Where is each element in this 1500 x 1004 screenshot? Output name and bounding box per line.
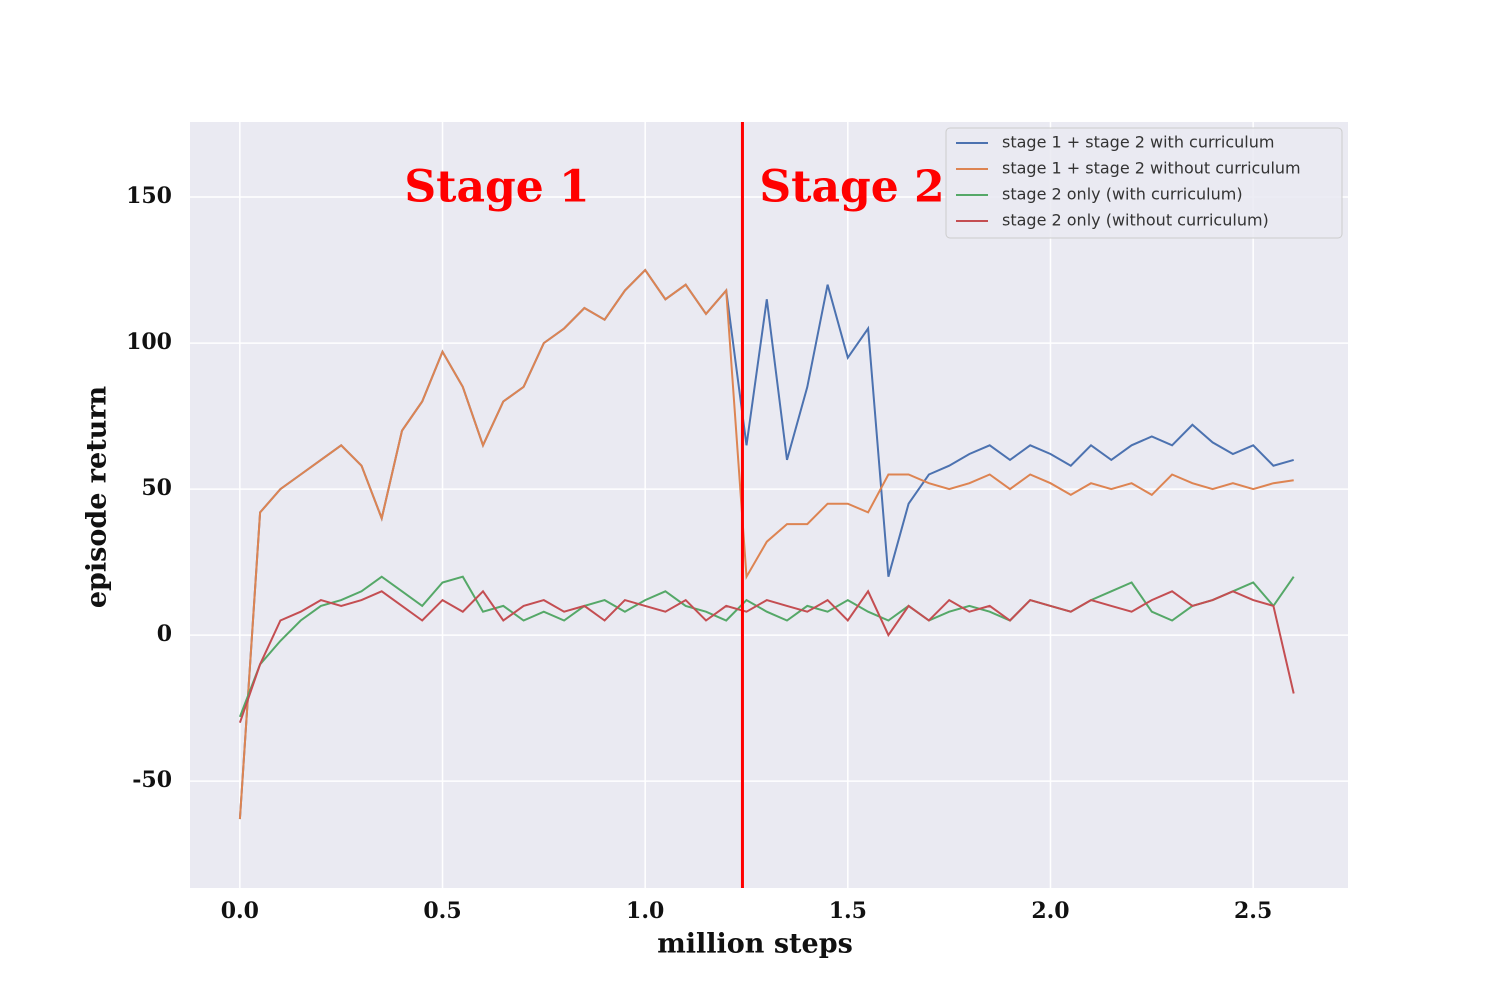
y-tick-label: 100 bbox=[126, 329, 172, 355]
legend-label: stage 1 + stage 2 without curriculum bbox=[1002, 159, 1301, 178]
series-line bbox=[238, 589, 1295, 724]
y-tick-label: 150 bbox=[126, 183, 172, 209]
plot-area bbox=[190, 122, 1348, 888]
stage-annotation: Stage 1 bbox=[404, 162, 589, 213]
x-tick-label: 1.5 bbox=[829, 898, 867, 924]
legend-box bbox=[945, 127, 1343, 239]
series-line bbox=[238, 268, 1294, 820]
x-axis-label: million steps bbox=[657, 929, 853, 960]
y-tick-label: 0 bbox=[157, 621, 172, 647]
x-tick-label: 1.0 bbox=[626, 898, 664, 924]
y-axis-label: episode return bbox=[82, 385, 113, 608]
series-line bbox=[238, 575, 1295, 718]
y-tick-label: 50 bbox=[141, 475, 172, 501]
y-tick-label: -50 bbox=[132, 767, 172, 793]
x-tick-label: 2.0 bbox=[1031, 898, 1069, 924]
legend-label: stage 1 + stage 2 with curriculum bbox=[1002, 133, 1274, 152]
x-tick-label: 2.5 bbox=[1234, 898, 1272, 924]
x-tick-label: 0.5 bbox=[423, 898, 461, 924]
legend-label: stage 2 only (without curriculum) bbox=[1002, 211, 1269, 230]
x-tick-label: 0.0 bbox=[221, 898, 259, 924]
legend-label: stage 2 only (with curriculum) bbox=[1002, 185, 1243, 204]
stage-annotation: Stage 2 bbox=[759, 162, 944, 213]
